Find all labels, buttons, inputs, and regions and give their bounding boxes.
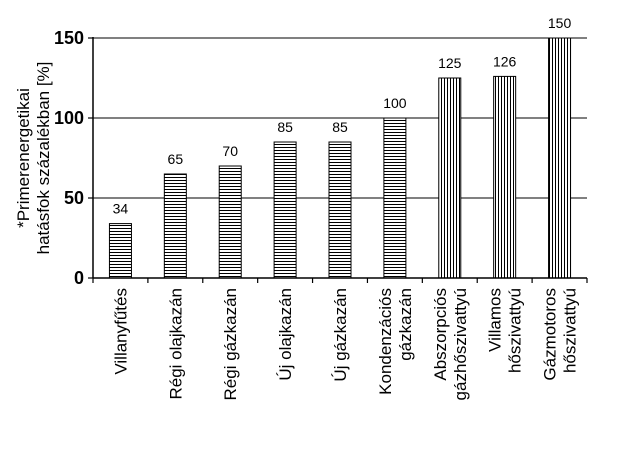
x-tick-label-4-line-0: Új gázkazán [331, 288, 350, 382]
bar-5 [383, 117, 407, 279]
data-labels: 34 65 70 85 85 100 125 126 150 [113, 15, 572, 217]
bar-3 [273, 141, 297, 279]
bar-4 [328, 141, 352, 279]
data-label-4: 85 [332, 119, 348, 135]
x-tick-label-1: Régi olajkazán [166, 288, 185, 400]
x-tick-label-5-line-1: gázkazán [396, 288, 415, 361]
x-tick-label-7: Villamos hőszivattyú [486, 288, 525, 373]
x-tick-label-5: Kondenzációs gázkazán [376, 288, 415, 395]
y-tick-label-1: 50 [64, 188, 84, 208]
data-label-3: 85 [277, 119, 293, 135]
x-tick-label-8-line-1: hőszivattyú [561, 288, 580, 373]
x-tick-label-0-line-0: Villanyfűtés [111, 288, 130, 375]
bar-0 [108, 223, 132, 279]
x-tick-label-7-line-1: hőszivattyú [506, 288, 525, 373]
x-tick-label-2: Régi gázkazán [221, 288, 240, 400]
y-tick-label-3: 150 [54, 28, 84, 48]
y-tick-labels: 0 50 100 150 [54, 28, 84, 288]
x-tick-label-6-line-0: Abszorpciós [431, 288, 450, 381]
x-tick-label-3: Új olajkazán [276, 288, 295, 381]
bars [108, 37, 572, 279]
bar-1 [163, 173, 187, 279]
data-label-0: 34 [113, 201, 129, 217]
y-axis-label: *Primerenergetikai hatásfok százalékban [… [14, 62, 53, 255]
data-label-8: 150 [548, 15, 572, 31]
bar-8 [548, 37, 572, 279]
axes [88, 37, 588, 283]
y-tick-label-0: 0 [74, 268, 84, 288]
x-tick-label-8-line-0: Gázmotoros [541, 288, 560, 381]
x-tick-label-5-line-0: Kondenzációs [376, 288, 395, 395]
x-tick-label-3-line-0: Új olajkazán [276, 288, 295, 381]
x-tick-label-2-line-0: Régi gázkazán [221, 288, 240, 400]
bar-7 [493, 75, 517, 279]
data-label-2: 70 [222, 143, 238, 159]
x-tick-labels: Villanyfűtés Régi olajkazán Régi gázkazán Ú… [111, 288, 579, 400]
y-tick-label-2: 100 [54, 108, 84, 128]
bar-6 [438, 77, 462, 279]
data-label-7: 126 [493, 53, 517, 69]
data-label-5: 100 [383, 95, 407, 111]
bar-2 [218, 165, 242, 279]
x-tick-label-1-line-0: Régi olajkazán [166, 288, 185, 400]
x-tick-label-6-line-1: gázhőszivattyú [451, 288, 470, 400]
x-tick-label-7-line-0: Villamos [486, 288, 505, 352]
y-axis-label-line-0: *Primerenergetikai [14, 88, 33, 228]
data-label-6: 125 [438, 55, 462, 71]
y-axis-label-line-1: hatásfok százalékban [%] [34, 62, 53, 255]
data-label-1: 65 [168, 151, 184, 167]
x-tick-label-0: Villanyfűtés [111, 288, 130, 375]
x-tick-label-6: Abszorpciós gázhőszivattyú [431, 288, 470, 400]
x-tick-label-4: Új gázkazán [331, 288, 350, 382]
x-tick-label-8: Gázmotoros hőszivattyú [541, 288, 580, 381]
